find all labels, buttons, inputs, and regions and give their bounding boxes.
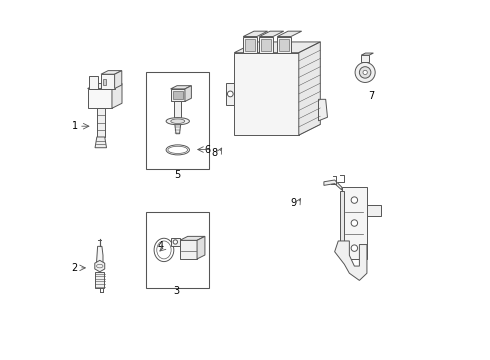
Circle shape (351, 197, 358, 203)
Polygon shape (175, 125, 181, 134)
Polygon shape (279, 39, 289, 50)
Circle shape (355, 62, 375, 82)
Polygon shape (173, 91, 183, 99)
Text: 7: 7 (368, 91, 375, 101)
Text: 3: 3 (174, 286, 180, 296)
Text: 9: 9 (291, 198, 296, 208)
Text: 2: 2 (72, 263, 78, 273)
Polygon shape (88, 84, 122, 89)
Polygon shape (97, 246, 103, 262)
Polygon shape (185, 86, 192, 102)
Circle shape (173, 240, 177, 244)
Polygon shape (95, 137, 106, 148)
Circle shape (363, 70, 368, 75)
Polygon shape (197, 237, 205, 259)
Polygon shape (277, 31, 302, 37)
Polygon shape (226, 83, 234, 105)
Polygon shape (340, 191, 343, 244)
Text: 8: 8 (212, 148, 218, 158)
Ellipse shape (171, 119, 185, 123)
Polygon shape (299, 42, 320, 135)
Polygon shape (88, 89, 112, 108)
Text: 5: 5 (174, 170, 180, 180)
Polygon shape (89, 76, 98, 89)
Polygon shape (259, 31, 284, 37)
Polygon shape (234, 53, 299, 135)
Polygon shape (101, 71, 122, 74)
Polygon shape (174, 102, 181, 118)
Ellipse shape (166, 118, 190, 125)
Polygon shape (95, 260, 105, 272)
Circle shape (359, 67, 371, 78)
Polygon shape (324, 180, 342, 190)
Text: 1: 1 (72, 121, 78, 131)
Polygon shape (103, 78, 106, 85)
Circle shape (351, 245, 358, 251)
Circle shape (351, 220, 358, 226)
Polygon shape (261, 39, 271, 50)
Polygon shape (243, 37, 257, 53)
Polygon shape (180, 237, 205, 240)
Polygon shape (171, 89, 185, 102)
Polygon shape (361, 55, 369, 62)
Polygon shape (243, 31, 268, 37)
Polygon shape (101, 74, 115, 89)
Polygon shape (96, 272, 104, 288)
Polygon shape (277, 37, 291, 53)
Polygon shape (171, 86, 192, 89)
Polygon shape (259, 37, 273, 53)
Polygon shape (180, 240, 197, 259)
Polygon shape (335, 241, 367, 280)
Polygon shape (97, 108, 105, 137)
Text: 4: 4 (158, 241, 164, 251)
Polygon shape (342, 187, 367, 259)
Polygon shape (112, 84, 122, 108)
Polygon shape (318, 99, 327, 121)
Polygon shape (234, 42, 320, 53)
Circle shape (227, 91, 233, 97)
Polygon shape (171, 238, 180, 246)
Text: 6: 6 (204, 144, 210, 154)
Polygon shape (115, 71, 122, 89)
Polygon shape (367, 205, 381, 216)
Polygon shape (361, 53, 373, 55)
Polygon shape (245, 39, 255, 50)
